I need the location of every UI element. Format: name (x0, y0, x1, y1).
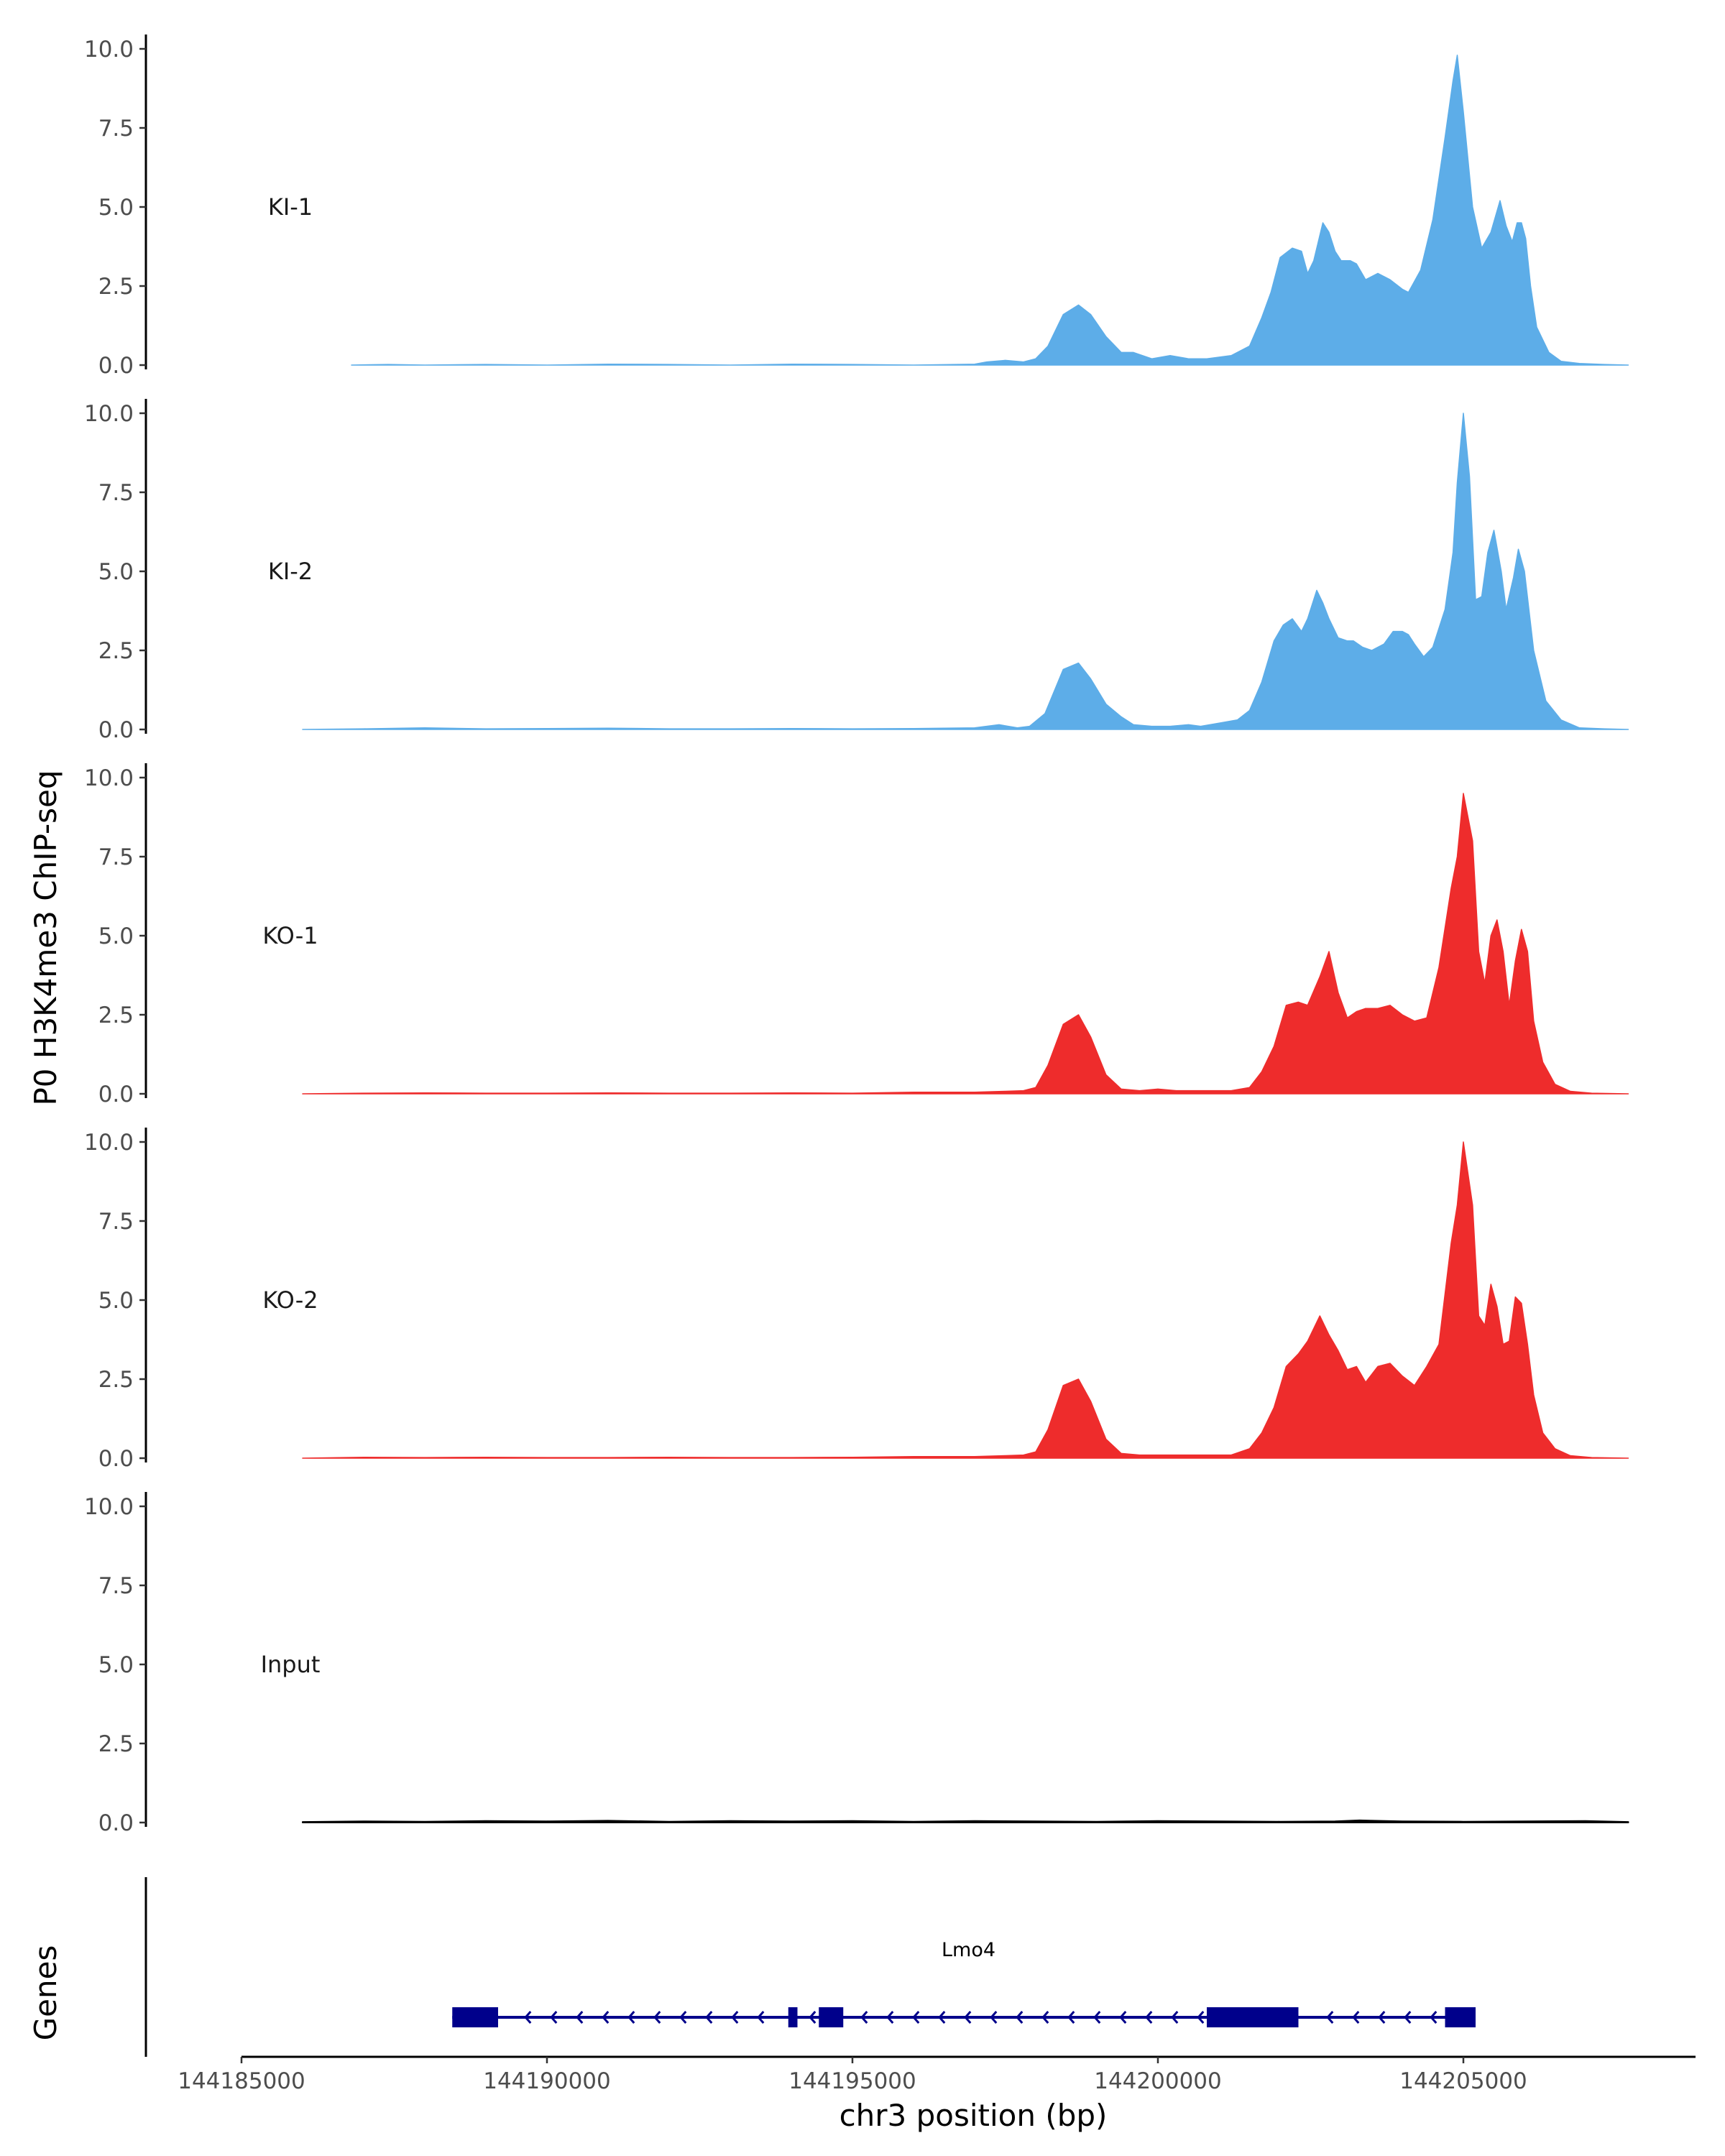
strand-arrow (990, 2011, 998, 2024)
strand-arrow (1119, 2011, 1127, 2024)
x-tick-label: 144190000 (483, 2068, 611, 2094)
strand-arrow (1404, 2011, 1412, 2024)
track-label: KO-2 (262, 1286, 318, 1314)
track-input: 0.0 2.5 5.0 7.5 10.0 Input (84, 1492, 1629, 1836)
strand-arrow (1041, 2011, 1049, 2024)
track-label: KO-1 (262, 922, 318, 949)
y-tick-label: 7.5 (98, 116, 134, 142)
strand-arrow (809, 2011, 816, 2024)
y-tick-label: 2.5 (98, 274, 134, 300)
y-tick-label: 2.5 (98, 1731, 134, 1757)
y-tick-label: 2.5 (98, 1003, 134, 1028)
x-axis: 144185000 144190000 144195000 144200000 1442… (178, 2055, 1696, 2094)
y-tick-label: 7.5 (98, 844, 134, 870)
strand-arrow (964, 2011, 972, 2024)
x-tick-label: 144205000 (1399, 2068, 1527, 2094)
genes-axis-title: Genes (28, 1945, 63, 2041)
y-tick-label: 10.0 (84, 401, 134, 427)
exon (788, 2007, 798, 2027)
y-tick-label: 0.0 (98, 1082, 134, 1107)
y-tick-label: 0.0 (98, 1446, 134, 1472)
area-ko-2 (302, 1141, 1629, 1459)
strand-arrow (1067, 2011, 1075, 2024)
track-label: KI-2 (268, 558, 313, 585)
strand-arrow (602, 2011, 610, 2024)
y-tick-label: 7.5 (98, 1209, 134, 1235)
strand-arrow (1171, 2011, 1179, 2024)
strand-arrow (627, 2011, 635, 2024)
track-label: Input (261, 1651, 321, 1678)
strand-arrow (1378, 2011, 1386, 2024)
x-tick-label: 144185000 (178, 2068, 305, 2094)
strand-arrow (1430, 2011, 1438, 2024)
y-tick-label: 5.0 (98, 923, 134, 949)
strand-arrow (938, 2011, 946, 2024)
y-tick-label: 2.5 (98, 638, 134, 664)
y-tick-label: 7.5 (98, 480, 134, 506)
strand-arrow (1016, 2011, 1024, 2024)
y-tick-label: 0.0 (98, 1810, 134, 1836)
area-ki-2 (302, 413, 1629, 730)
strand-arrow (1352, 2011, 1360, 2024)
y-tick-label: 5.0 (98, 1288, 134, 1314)
x-tick-label: 144195000 (788, 2068, 916, 2094)
exon (1207, 2007, 1299, 2027)
track-ko-1: 0.0 2.5 5.0 7.5 10.0 KO-1 (84, 763, 1629, 1107)
strand-arrow (653, 2011, 661, 2024)
signal-tracks: 0.0 2.5 5.0 7.5 10.0 KI-1 0.0 2.5 5.0 7.5 10.0 KI-2… (84, 34, 1629, 1836)
track-ki-1: 0.0 2.5 5.0 7.5 10.0 KI-1 (84, 34, 1629, 379)
y-tick-label: 5.0 (98, 1652, 134, 1678)
y-tick-label: 10.0 (84, 37, 134, 63)
strand-arrow (550, 2011, 558, 2024)
strand-arrow (886, 2011, 894, 2024)
strand-arrow (731, 2011, 739, 2024)
strand-arrow (1197, 2011, 1205, 2024)
strand-arrow (1093, 2011, 1101, 2024)
x-tick-label: 144200000 (1094, 2068, 1222, 2094)
exon (1445, 2007, 1476, 2027)
y-tick-label: 5.0 (98, 195, 134, 221)
y-tick-label: 0.0 (98, 353, 134, 379)
exon (452, 2007, 498, 2027)
strand-arrow (1326, 2011, 1334, 2024)
strand-arrow (524, 2011, 532, 2024)
track-label: KI-1 (268, 193, 313, 221)
area-ki-1 (351, 55, 1629, 366)
track-ko-2: 0.0 2.5 5.0 7.5 10.0 KO-2 (84, 1128, 1629, 1472)
track-ki-2: 0.0 2.5 5.0 7.5 10.0 KI-2 (84, 399, 1629, 743)
y-tick-label: 0.0 (98, 717, 134, 743)
exon (819, 2007, 844, 2027)
y-tick-label: 10.0 (84, 1130, 134, 1156)
y-axis-title: P0 H3K4me3 ChIP-seq (28, 770, 63, 1105)
strand-arrow (576, 2011, 584, 2024)
strand-arrow (1145, 2011, 1153, 2024)
x-axis-title: chr3 position (bp) (840, 2098, 1108, 2133)
strand-arrow (679, 2011, 687, 2024)
y-tick-label: 10.0 (84, 765, 134, 791)
strand-arrow (757, 2011, 765, 2024)
gene-label: Lmo4 (942, 1939, 995, 1961)
strand-arrow (705, 2011, 713, 2024)
area-ko-1 (302, 793, 1629, 1095)
y-tick-label: 10.0 (84, 1494, 134, 1520)
gene-track: Lmo4 (144, 1877, 1476, 2057)
area-input (302, 1819, 1629, 1823)
y-tick-label: 5.0 (98, 559, 134, 585)
y-tick-label: 2.5 (98, 1367, 134, 1393)
strand-arrow (912, 2011, 920, 2024)
y-tick-label: 7.5 (98, 1573, 134, 1599)
strand-arrow (860, 2011, 868, 2024)
